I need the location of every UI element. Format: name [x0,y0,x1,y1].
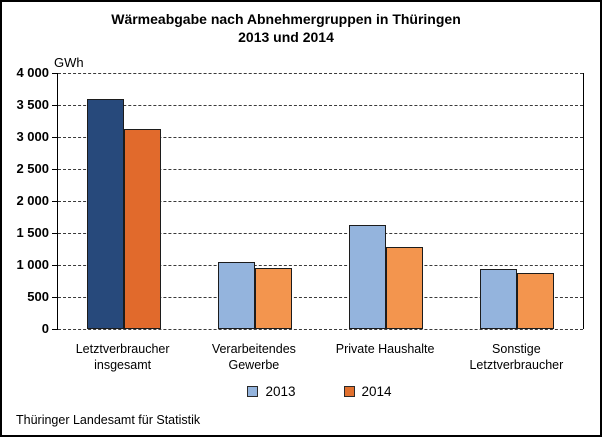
bar-2014-group1 [123,128,161,329]
gridline-1000 [58,265,583,266]
gridline-0 [58,329,583,330]
bar-2013-group1 [86,98,124,329]
y-tick-label-3000: 3 000 [16,129,49,144]
category-label-3: Private Haushalte [335,342,435,356]
chart-title-line2: 2013 und 2014 [238,29,334,46]
y-tick-label-1500: 1 500 [16,225,49,240]
legend-swatch-2014 [343,386,355,397]
bar-group-1 [58,73,189,329]
y-tick-3500 [52,105,58,106]
bars-container [58,73,583,329]
y-tick-4000 [52,73,58,74]
bar-group-3 [321,73,452,329]
y-tick-label-3500: 3 500 [16,97,49,112]
gridline-4000 [58,73,583,74]
y-tick-2500 [52,169,58,170]
y-tick-0 [52,329,58,330]
y-tick-label-1000: 1 000 [16,257,49,272]
legend-label-2014: 2014 [361,384,392,399]
category-label-4: Sonstige Letztverbraucher [469,342,564,373]
y-tick-1500 [52,233,58,234]
plot-area: 0 500 1 000 1 500 2 000 2 500 3 000 3 500 4 000 [16,65,584,336]
legend-item-2013: 2013 [247,384,296,399]
y-axis-unit-label: GWh [54,55,84,70]
gridline-3500 [58,105,583,106]
legend-swatch-2013 [247,386,259,397]
category-label-2: Verarbeitendes Gewerbe [211,342,296,373]
legend-item-2014: 2014 [343,384,392,399]
bar-2014-group2 [254,267,292,329]
y-tick-label-2500: 2 500 [16,161,49,176]
gridline-1500 [58,233,583,234]
gridline-500 [58,297,583,298]
chart-title-line1: Wärmeabgabe nach Abnehmergruppen in Thür… [111,11,461,27]
bar-group-2 [189,73,320,329]
y-tick-500 [52,297,58,298]
y-tick-label-2000: 2 000 [16,193,49,208]
gridline-2500 [58,169,583,170]
bar-2013-group2 [217,262,255,329]
bar-2014-group3 [386,247,424,329]
bar-2013-group3 [349,225,387,329]
bar-2014-group4 [517,272,555,329]
y-tick-label-0: 0 [41,321,49,336]
legend-label-2013: 2013 [265,384,296,399]
y-tick-2000 [52,201,58,202]
y-tick-1000 [52,265,58,266]
source-attribution: Thüringer Landesamt für Statistik [16,413,201,427]
category-label-1: Letztverbraucher insgesamt [75,342,170,373]
gridline-2000 [58,201,583,202]
y-tick-label-500: 500 [27,289,49,304]
chart-title: Wärmeabgabe nach Abnehmergruppen in Thür… [12,10,560,46]
chart-legend: 2013 2014 [57,384,582,399]
bar-2013-group4 [480,269,518,329]
y-tick-label-4000: 4 000 [16,65,49,80]
y-tick-3000 [52,137,58,138]
x-axis-category-labels: Letztverbraucher insgesamt Verarbeitendes G… [57,341,582,374]
gridline-3000 [58,137,583,138]
bar-group-4 [452,73,583,329]
